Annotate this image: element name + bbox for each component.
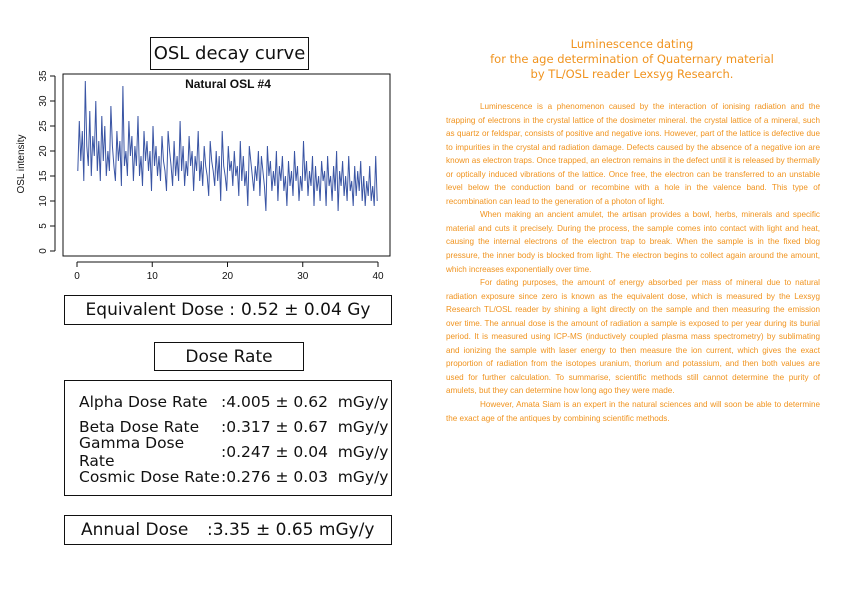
document-paragraph: Luminescence is a phenomenon caused by t… <box>446 102 820 206</box>
dose-rate-title-box: Dose Rate <box>154 342 304 371</box>
dose-rate-value: :0.317 ± 0.67 mGy/y <box>221 417 389 436</box>
chart-title: Natural OSL #4 <box>185 77 271 91</box>
y-tick-label: 10 <box>38 195 49 207</box>
y-tick-label: 35 <box>38 70 49 82</box>
chart-box-title: OSL decay curve <box>153 43 306 64</box>
dose-rate-label: Beta Dose Rate <box>79 417 200 436</box>
dose-rate-row-cosmic: Cosmic Dose Rate :0.276 ± 0.03 mGy/y <box>79 464 391 489</box>
x-tick-label: 10 <box>147 271 159 282</box>
dose-rate-title: Dose Rate <box>185 346 273 367</box>
dose-rate-row-beta: Beta Dose Rate :0.317 ± 0.67 mGy/y <box>79 414 391 439</box>
equivalent-dose-value: 0.52 ± 0.04 Gy <box>241 300 371 320</box>
document-paragraph: When making an ancient amulet, the artis… <box>446 210 820 274</box>
y-tick-label: 5 <box>38 223 49 229</box>
y-tick-label: 30 <box>38 95 49 107</box>
dose-rate-value: :0.247 ± 0.04 mGy/y <box>221 442 389 461</box>
x-tick-label: 40 <box>372 271 384 282</box>
chart-title-box: OSL decay curve <box>150 37 309 70</box>
y-tick-label: 15 <box>38 170 49 182</box>
document-paragraph: For dating purposes, the amount of energ… <box>446 278 820 396</box>
annual-dose-box: Annual Dose :3.35 ± 0.65 mGy/y <box>64 515 392 545</box>
dose-rate-label: Alpha Dose Rate <box>79 392 208 411</box>
document-title: Luminescence dating for the age determin… <box>440 37 824 82</box>
chart-series <box>77 80 378 212</box>
x-tick-label: 0 <box>74 271 80 282</box>
document-title-line: for the age determination of Quaternary … <box>490 52 774 66</box>
x-tick-label: 30 <box>297 271 309 282</box>
x-tick-label: 20 <box>222 271 234 282</box>
dose-rates-box: Alpha Dose Rate :4.005 ± 0.62 mGy/y Beta… <box>64 380 392 496</box>
chart-plot-frame <box>62 73 391 257</box>
dose-rate-label: Gamma Dose Rate <box>79 433 185 470</box>
document-title-line: Luminescence dating <box>570 37 694 51</box>
equivalent-dose-label: Equivalent Dose : <box>85 300 236 320</box>
annual-dose-value: :3.35 ± 0.65 mGy/y <box>207 520 375 540</box>
annual-dose-label: Annual Dose <box>81 520 189 540</box>
equivalent-dose-box: Equivalent Dose : 0.52 ± 0.04 Gy <box>64 295 392 325</box>
y-tick-label: 0 <box>38 248 49 254</box>
dose-rate-value: :0.276 ± 0.03 mGy/y <box>221 467 389 486</box>
document-body: Luminescence is a phenomenon caused by t… <box>446 100 820 425</box>
y-tick-label: 20 <box>38 145 49 157</box>
dose-rate-label: Cosmic Dose Rate <box>79 467 220 486</box>
dose-rate-value: :4.005 ± 0.62 mGy/y <box>221 392 389 411</box>
y-axis-label: OSL intensity <box>16 134 27 193</box>
series-line <box>77 80 378 212</box>
chart-axes: 0 10 20 30 40 0 5 10 15 20 25 30 35 <box>38 70 384 282</box>
dose-rate-row-alpha: Alpha Dose Rate :4.005 ± 0.62 mGy/y <box>79 389 391 414</box>
document-paragraph: However, Amata Siam is an expert in the … <box>446 400 820 423</box>
y-tick-label: 25 <box>38 120 49 132</box>
dose-rate-row-gamma: Gamma Dose Rate :0.247 ± 0.04 mGy/y <box>79 434 391 470</box>
document-title-line: by TL/OSL reader Lexsyg Research. <box>530 67 734 81</box>
